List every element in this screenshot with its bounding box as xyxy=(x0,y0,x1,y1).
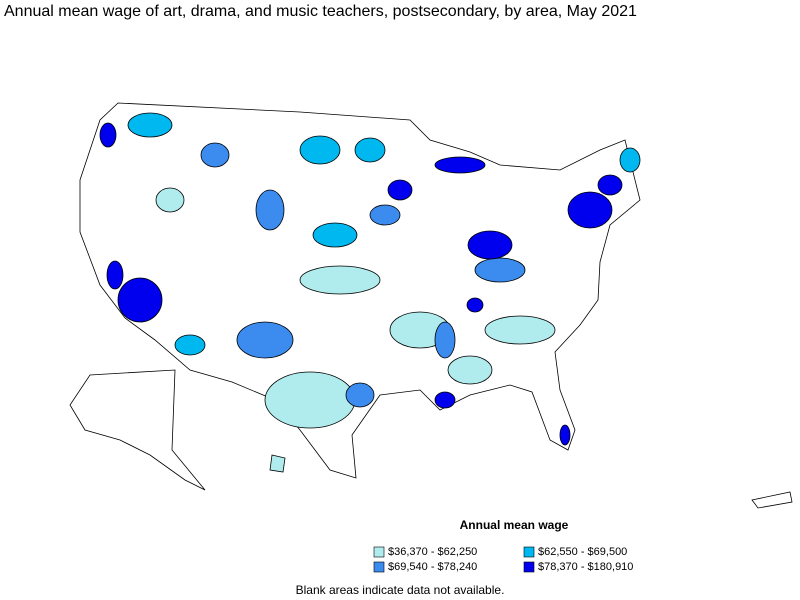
legend-swatch xyxy=(373,561,385,573)
map-title: Annual mean wage of art, drama, and musi… xyxy=(4,3,637,20)
region xyxy=(434,156,486,174)
region xyxy=(200,142,230,168)
region xyxy=(99,122,117,148)
region xyxy=(299,135,341,165)
region xyxy=(467,230,513,260)
puerto-rico xyxy=(751,491,793,509)
regions-top xyxy=(99,122,623,446)
region xyxy=(474,257,526,283)
region xyxy=(387,179,413,201)
region xyxy=(619,147,641,173)
region xyxy=(299,265,381,295)
legend-label: $36,370 - $62,250 xyxy=(388,546,477,558)
region xyxy=(447,355,493,385)
region xyxy=(354,137,386,163)
region xyxy=(106,260,124,290)
region xyxy=(484,315,556,345)
footnote: Blank areas indicate data not available. xyxy=(296,583,505,597)
regions-high xyxy=(200,142,526,408)
region xyxy=(597,174,623,196)
legend: $36,370 - $62,250 $62,550 - $69,500 $69,54… xyxy=(373,546,633,573)
legend-swatch xyxy=(523,561,535,573)
legend-title: Annual mean wage xyxy=(460,518,569,532)
legend-swatch xyxy=(373,546,385,558)
region xyxy=(312,222,358,248)
region xyxy=(127,112,173,138)
hawaii xyxy=(269,454,286,473)
legend-swatch xyxy=(523,546,535,558)
regions-mid xyxy=(127,112,641,356)
region xyxy=(264,371,356,429)
region xyxy=(155,187,185,213)
region xyxy=(117,277,163,323)
region xyxy=(236,321,294,359)
region xyxy=(174,334,206,356)
region xyxy=(434,321,456,359)
alaska xyxy=(69,369,206,491)
region xyxy=(345,382,375,408)
region xyxy=(559,424,571,446)
region xyxy=(369,204,401,226)
legend-label: $78,370 - $180,910 xyxy=(538,561,633,573)
map-shapes xyxy=(69,102,793,509)
region xyxy=(466,297,484,313)
region xyxy=(255,189,285,231)
region xyxy=(567,191,613,229)
legend-label: $69,540 - $78,240 xyxy=(388,561,477,573)
region xyxy=(434,391,456,409)
legend-label: $62,550 - $69,500 xyxy=(538,546,627,558)
